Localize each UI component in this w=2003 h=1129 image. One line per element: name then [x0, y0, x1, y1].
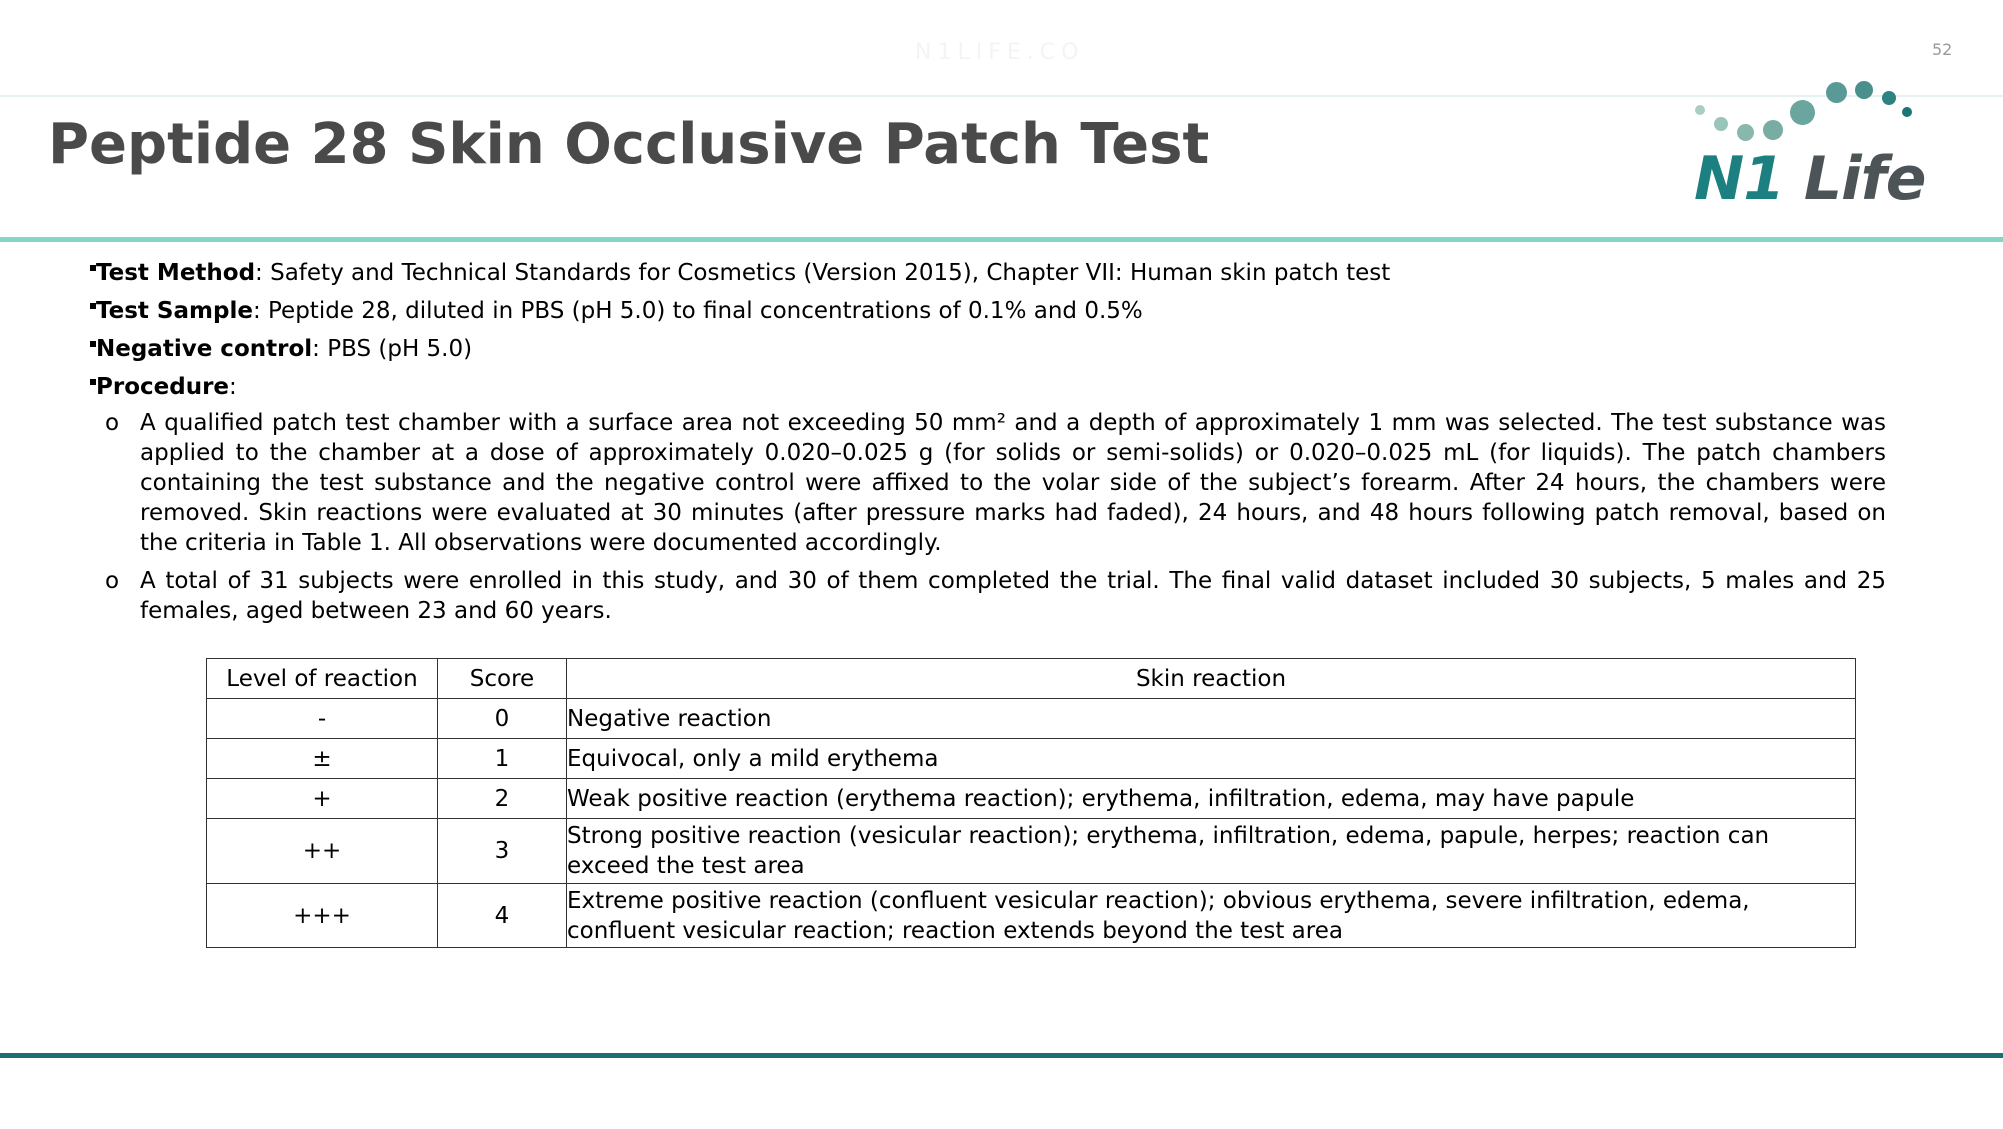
table-cell: 2 — [437, 778, 567, 819]
square-bullet-icon — [90, 303, 96, 309]
header-divider — [0, 95, 2003, 97]
table-row: ++ 3 Strong positive reaction (vesicular… — [206, 818, 1856, 884]
bullet-label: Procedure — [96, 374, 230, 400]
footer-divider — [0, 1053, 2003, 1058]
bullet-test-sample: Test Sample: Peptide 28, diluted in PBS … — [90, 292, 1880, 330]
square-bullet-icon — [90, 265, 96, 271]
table-header: Score — [437, 658, 567, 699]
table-header: Level of reaction — [206, 658, 438, 699]
bullet-label: Negative control — [96, 336, 313, 362]
table-header: Skin reaction — [566, 658, 1856, 699]
square-bullet-icon — [90, 379, 96, 385]
bullet-label: Test Sample — [96, 298, 253, 324]
bullet-text: : Peptide 28, diluted in PBS (pH 5.0) to… — [252, 298, 1143, 324]
reaction-criteria-table: Level of reaction Score Skin reaction - … — [206, 658, 1856, 948]
logo-n1-text: N1 — [1694, 144, 1785, 214]
table-cell: + — [206, 778, 438, 819]
table-row: - 0 Negative reaction — [206, 698, 1856, 739]
table-cell: ++ — [206, 818, 438, 884]
table-cell: Negative reaction — [566, 698, 1856, 739]
n1-life-logo: N1 Life — [1690, 78, 1930, 214]
table-cell: 0 — [437, 698, 567, 739]
procedure-text: A qualified patch test chamber with a su… — [140, 410, 1886, 556]
table-cell: Equivocal, only a mild erythema — [566, 738, 1856, 779]
watermark: N1LIFE.CO — [915, 40, 1085, 65]
table-cell: - — [206, 698, 438, 739]
procedure-text: A total of 31 subjects were enrolled in … — [140, 568, 1886, 624]
table-row: ± 1 Equivocal, only a mild erythema — [206, 738, 1856, 779]
table-cell: 4 — [437, 883, 567, 948]
bullet-text: : — [229, 374, 237, 400]
bullet-label: Test Method — [96, 260, 256, 286]
table-cell: 3 — [437, 818, 567, 884]
bullet-negative-control: Negative control: PBS (pH 5.0) — [90, 330, 1880, 368]
bullet-test-method: Test Method: Safety and Technical Standa… — [90, 254, 1880, 292]
page-number: 52 — [1932, 40, 1953, 59]
bullet-text: : PBS (pH 5.0) — [312, 336, 473, 362]
procedure-item: o A qualified patch test chamber with a s… — [90, 408, 1886, 558]
table-cell: Strong positive reaction (vesicular reac… — [566, 818, 1856, 884]
logo-life-text: Life — [1803, 144, 1927, 214]
table-cell: Weak positive reaction (erythema reactio… — [566, 778, 1856, 819]
content-body: Test Method: Safety and Technical Standa… — [90, 254, 1886, 634]
table-cell: ± — [206, 738, 438, 779]
table-row: + 2 Weak positive reaction (erythema rea… — [206, 778, 1856, 819]
table-cell: 1 — [437, 738, 567, 779]
square-bullet-icon — [90, 341, 96, 347]
table-row: +++ 4 Extreme positive reaction (conflue… — [206, 883, 1856, 948]
table-header-row: Level of reaction Score Skin reaction — [206, 658, 1856, 699]
table-cell: Extreme positive reaction (confluent ves… — [566, 883, 1856, 948]
bullet-text: : Safety and Technical Standards for Cos… — [255, 260, 1391, 286]
accent-divider — [0, 237, 2003, 242]
page-title: Peptide 28 Skin Occlusive Patch Test — [48, 112, 1210, 177]
bullet-procedure: Procedure: — [90, 368, 1880, 406]
table-cell: +++ — [206, 883, 438, 948]
circle-bullet-icon: o — [105, 410, 120, 436]
circle-bullet-icon: o — [105, 568, 120, 594]
procedure-item: o A total of 31 subjects were enrolled in… — [90, 566, 1886, 626]
